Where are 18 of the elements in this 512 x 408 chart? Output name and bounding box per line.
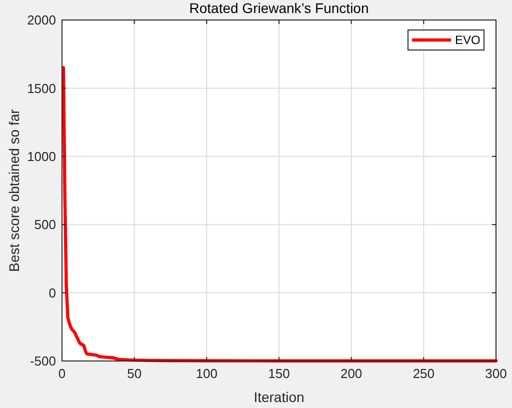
x-tick-label: 200 <box>340 366 362 381</box>
line-series <box>62 66 498 362</box>
y-tick-label: 0 <box>48 285 56 300</box>
x-tick-label: 0 <box>58 366 66 381</box>
x-axis-title: Iteration <box>254 389 304 405</box>
y-tick-label: -500 <box>30 354 56 369</box>
x-tick-label: 100 <box>196 366 218 381</box>
x-tick-label: 250 <box>412 366 435 381</box>
y-tick-label: 500 <box>34 217 56 232</box>
legend-label: EVO <box>455 33 480 48</box>
y-tick-label: 1000 <box>27 148 56 164</box>
y-tick-label: 2000 <box>27 12 56 28</box>
y-tick-label: 1500 <box>27 80 56 96</box>
x-tick-label: 150 <box>268 366 290 381</box>
chart-title: Rotated Griewank’s Function <box>189 0 369 16</box>
x-tick-label: 50 <box>127 366 142 381</box>
y-axis-title: Best score obtained so far <box>6 108 22 272</box>
x-tick-label: 300 <box>485 366 507 381</box>
